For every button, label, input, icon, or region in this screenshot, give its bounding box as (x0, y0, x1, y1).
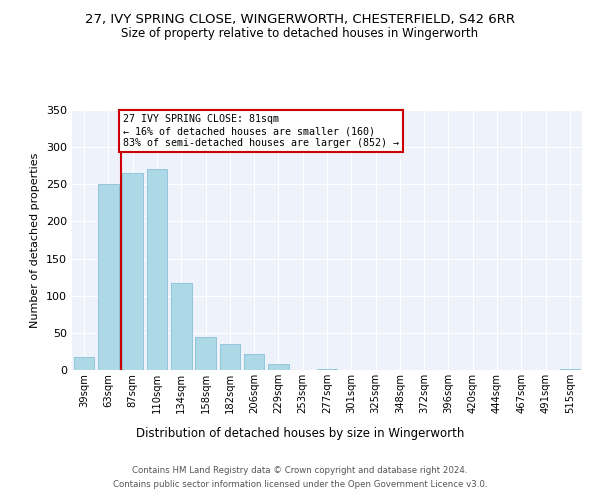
Text: Contains HM Land Registry data © Crown copyright and database right 2024.: Contains HM Land Registry data © Crown c… (132, 466, 468, 475)
Text: Size of property relative to detached houses in Wingerworth: Size of property relative to detached ho… (121, 28, 479, 40)
Bar (98, 184, 119, 370)
Bar (74, 356, 94, 370)
Text: Contains public sector information licensed under the Open Government Licence v3: Contains public sector information licen… (113, 480, 487, 489)
Bar (244, 354, 265, 370)
Bar (317, 368, 337, 370)
Text: 27 IVY SPRING CLOSE: 81sqm
← 16% of detached houses are smaller (160)
83% of sem: 27 IVY SPRING CLOSE: 81sqm ← 16% of deta… (124, 114, 400, 148)
Bar (171, 283, 191, 370)
Y-axis label: Number of detached properties: Number of detached properties (31, 152, 40, 328)
Bar (220, 344, 240, 370)
Bar (146, 170, 167, 370)
Text: 27, IVY SPRING CLOSE, WINGERWORTH, CHESTERFIELD, S42 6RR: 27, IVY SPRING CLOSE, WINGERWORTH, CHEST… (85, 12, 515, 26)
Bar (122, 173, 143, 370)
Bar (195, 336, 216, 370)
Bar (560, 368, 580, 370)
Text: Distribution of detached houses by size in Wingerworth: Distribution of detached houses by size … (136, 428, 464, 440)
Bar (268, 364, 289, 370)
